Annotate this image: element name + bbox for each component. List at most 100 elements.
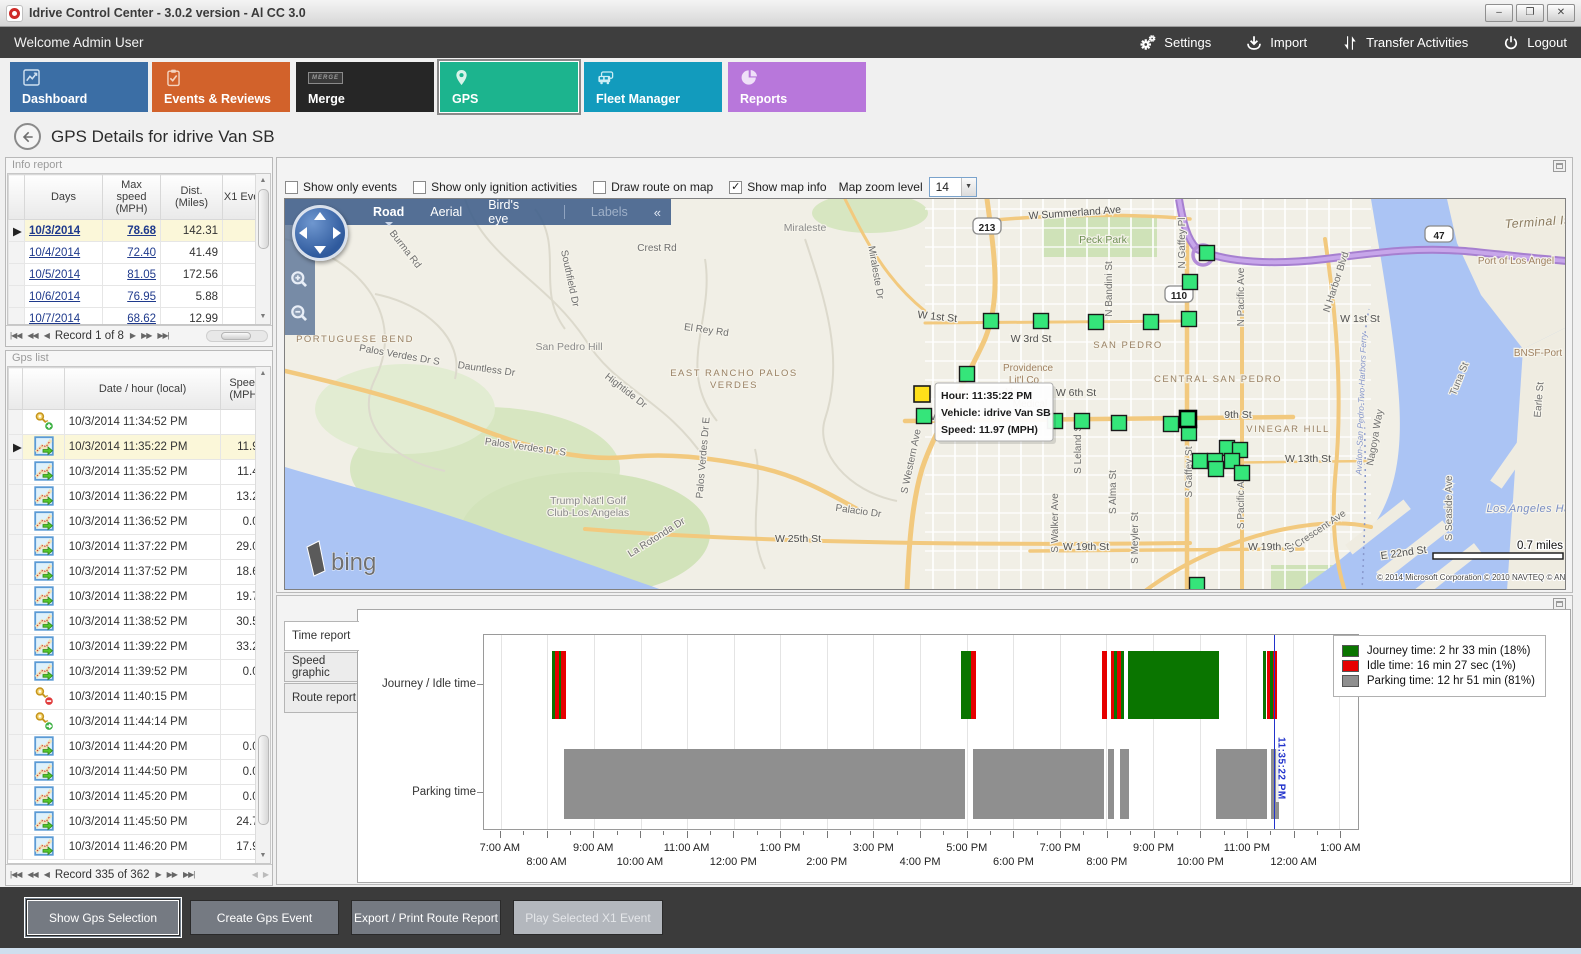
- gps-marker[interactable]: [1191, 452, 1209, 470]
- button-show-gps-selection[interactable]: Show Gps Selection: [26, 899, 180, 936]
- nav-tab-events-reviews[interactable]: Events & Reviews: [152, 62, 290, 112]
- table-row[interactable]: 10/3/2014 11:36:52 PM 0.00: [8, 509, 270, 535]
- column-header[interactable]: Days: [24, 174, 103, 220]
- map-zoom-level-select[interactable]: 14 ▼: [928, 177, 977, 197]
- gps-marker[interactable]: [1198, 244, 1216, 262]
- days-cell[interactable]: 10/3/2014: [24, 219, 103, 242]
- pager-next-button[interactable]: ▶: [129, 331, 136, 340]
- checkbox-show-map-info[interactable]: ✓ Show map info: [729, 180, 827, 194]
- pager-fast-next-button[interactable]: ▶▶: [141, 331, 152, 340]
- max-speed-cell[interactable]: 78.68: [102, 219, 161, 242]
- gps-marker[interactable]: [1087, 313, 1105, 331]
- days-cell[interactable]: 10/5/2014: [24, 263, 103, 286]
- back-button[interactable]: [14, 123, 41, 150]
- map-mode-road[interactable]: Road: [373, 205, 405, 226]
- max-speed-cell[interactable]: 68.62: [102, 307, 161, 324]
- button-export-print-route-report[interactable]: Export / Print Route Report: [351, 900, 501, 935]
- table-row[interactable]: 10/3/2014 11:37:22 PM 29.05: [8, 534, 270, 560]
- map-mode-aerial[interactable]: Aerial: [430, 205, 463, 219]
- column-header[interactable]: Date / hour (local): [63, 367, 222, 410]
- info-report-table[interactable]: Days Max speed (MPH) Dist. (Miles) X1 Event…: [8, 174, 270, 324]
- pager-first-button[interactable]: |◀◀: [10, 331, 22, 340]
- info-report-hscrollbar[interactable]: [206, 329, 268, 342]
- map-mode-collapse-button[interactable]: «: [653, 204, 661, 220]
- column-header[interactable]: Dist. (Miles): [160, 174, 223, 220]
- table-row[interactable]: 10/3/2014 11:44:20 PM 0.00: [8, 734, 270, 760]
- table-row[interactable]: 10/3/2014 11:38:22 PM 19.70: [8, 584, 270, 610]
- days-cell[interactable]: 10/6/2014: [24, 285, 103, 308]
- max-speed-cell[interactable]: 76.95: [102, 285, 161, 308]
- table-row[interactable]: 10/3/2014 11:35:52 PM 11.47: [8, 459, 270, 485]
- table-row[interactable]: 10/3/2014 11:39:22 PM 33.21: [8, 634, 270, 660]
- gps-list-table[interactable]: Date / hour (local) Speed (MPH) 10/3/2014…: [8, 367, 270, 860]
- maximize-button[interactable]: ❐: [1516, 4, 1544, 22]
- table-row[interactable]: 10/3/2014 11:45:50 PM 24.75: [8, 809, 270, 835]
- gps-marker[interactable]: [1188, 576, 1206, 591]
- nav-tab-dashboard[interactable]: Dashboard: [10, 62, 148, 112]
- pager-next-button[interactable]: ▶: [155, 870, 161, 879]
- transfer-activities-button[interactable]: Transfer Activities: [1341, 34, 1468, 52]
- gps-marker[interactable]: [1207, 460, 1225, 478]
- gps-marker[interactable]: [915, 407, 933, 425]
- table-row[interactable]: 10/3/2014 11:45:20 PM 0.00: [8, 784, 270, 810]
- table-row[interactable]: ▶ 10/3/2014 11:35:22 PM 11.97: [8, 434, 270, 460]
- max-speed-cell[interactable]: 72.40: [102, 241, 161, 264]
- table-row[interactable]: 10/3/2014 11:37:52 PM 18.63: [8, 559, 270, 585]
- gps-marker[interactable]: [1162, 415, 1180, 433]
- bing-map[interactable]: 213 110 47 Burma Rd Crest Rd Miraleste Mirale…: [284, 198, 1566, 590]
- gps-marker[interactable]: [1223, 452, 1241, 470]
- column-header[interactable]: Max speed (MPH): [102, 174, 161, 220]
- nav-tab-merge[interactable]: MERGE Merge: [296, 62, 434, 112]
- nav-tab-fleet-manager[interactable]: Fleet Manager: [584, 62, 722, 112]
- gps-marker-selected[interactable]: [1178, 409, 1198, 429]
- gps-marker[interactable]: [1073, 412, 1091, 430]
- checkbox-draw-route-on-map[interactable]: Draw route on map: [593, 180, 713, 194]
- table-row[interactable]: ▶ 10/3/2014 78.68 142.31: [8, 219, 270, 242]
- logout-button[interactable]: Logout: [1502, 34, 1567, 52]
- nav-tab-gps[interactable]: GPS: [437, 59, 581, 115]
- pager-prev-button[interactable]: ◀: [43, 331, 50, 340]
- gps-marker[interactable]: [1181, 273, 1199, 291]
- table-row[interactable]: 10/3/2014 11:44:50 PM 0.00: [8, 759, 270, 785]
- button-create-gps-event[interactable]: Create Gps Event: [190, 900, 339, 935]
- pager-fast-prev-button[interactable]: ◀◀: [27, 331, 38, 340]
- table-row[interactable]: 10/4/2014 72.40 41.49: [8, 241, 270, 264]
- chart-tab-speed-graphic[interactable]: Speed graphic: [284, 652, 358, 682]
- chart-tab-time-report[interactable]: Time report: [284, 621, 359, 651]
- close-button[interactable]: ✕: [1547, 4, 1575, 22]
- gps-marker[interactable]: [1142, 313, 1160, 331]
- pager-first-button[interactable]: |◀◀: [10, 870, 22, 879]
- checkbox-show-only-events[interactable]: Show only events: [285, 180, 397, 194]
- pager-fast-next-button[interactable]: ▶▶: [166, 870, 178, 879]
- gps-marker[interactable]: [1110, 414, 1128, 432]
- days-cell[interactable]: 10/4/2014: [24, 241, 103, 264]
- table-row[interactable]: 10/5/2014 81.05 172.56: [8, 263, 270, 286]
- pager-fast-prev-button[interactable]: ◀◀: [27, 870, 38, 879]
- map-mode-labels[interactable]: Labels: [590, 205, 628, 219]
- pager-last-button[interactable]: ▶▶|: [157, 331, 169, 340]
- checkbox-show-only-ignition-activities[interactable]: Show only ignition activities: [413, 180, 577, 194]
- zoom-out-button[interactable]: [289, 303, 311, 325]
- gps-marker[interactable]: [982, 312, 1000, 330]
- table-row[interactable]: 10/6/2014 76.95 5.88: [8, 285, 270, 308]
- chart-tab-route-report[interactable]: Route report: [284, 683, 358, 713]
- table-row[interactable]: 10/3/2014 11:36:22 PM 13.28: [8, 484, 270, 510]
- pager-prev-button[interactable]: ◀: [43, 870, 50, 879]
- info-report-scrollbar[interactable]: ▲ ▼: [255, 174, 270, 324]
- gps-marker[interactable]: [958, 365, 976, 383]
- pager-last-button[interactable]: ▶▶|: [182, 870, 195, 879]
- map-gps-markers[interactable]: [913, 244, 1251, 591]
- minimize-button[interactable]: –: [1485, 4, 1513, 22]
- table-row[interactable]: 10/3/2014 11:39:52 PM 0.00: [8, 659, 270, 685]
- gps-marker[interactable]: [1233, 464, 1251, 482]
- chart-panel-expand-button[interactable]: [1553, 598, 1566, 610]
- max-speed-cell[interactable]: 81.05: [102, 263, 161, 286]
- table-row[interactable]: 10/7/2014 68.62 12.99: [8, 307, 270, 324]
- gps-marker[interactable]: [1180, 310, 1198, 328]
- table-row[interactable]: 10/3/2014 11:34:52 PM: [8, 409, 270, 435]
- table-row[interactable]: 10/3/2014 11:44:14 PM: [8, 709, 270, 735]
- gps-list-scrollbar[interactable]: ▲ ▼: [255, 367, 270, 863]
- map-panel-expand-button[interactable]: [1553, 160, 1566, 172]
- nav-tab-reports[interactable]: Reports: [728, 62, 866, 112]
- settings-button[interactable]: Settings: [1139, 34, 1211, 52]
